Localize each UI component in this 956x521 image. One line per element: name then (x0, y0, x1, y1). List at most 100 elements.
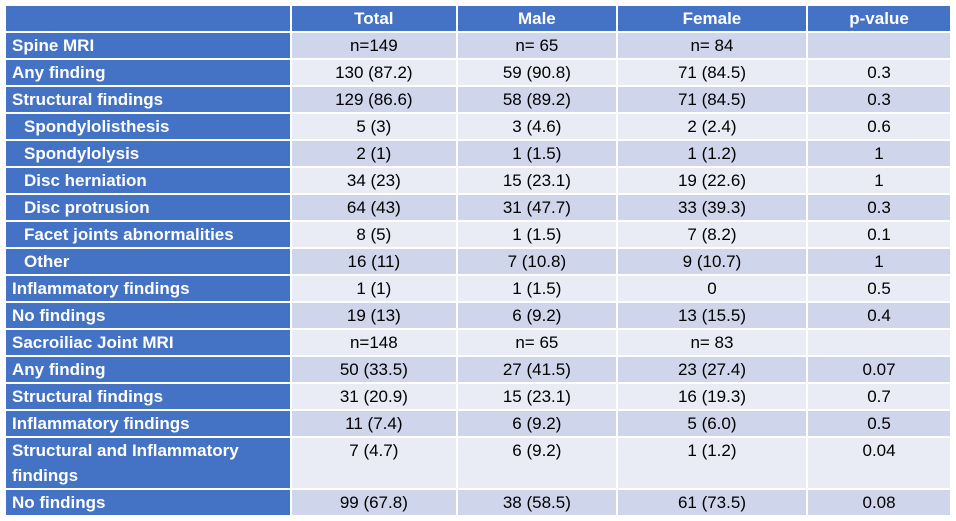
row-label: Disc protrusion (6, 195, 290, 220)
table-row: No findings 19 (13) 6 (9.2) 13 (15.5) 0.… (6, 303, 950, 328)
cell-male: 6 (9.2) (457, 303, 616, 328)
cell-p-value: 0.08 (808, 490, 950, 515)
cell-total: 129 (86.6) (291, 87, 456, 112)
cell-male: 3 (4.6) (457, 114, 616, 139)
cell-male: 58 (89.2) (457, 87, 616, 112)
cell-p-value: 0.6 (808, 114, 950, 139)
row-label: Spondylolysis (6, 141, 290, 166)
header-blank (6, 6, 290, 31)
table-row: Spondylolisthesis 5 (3) 3 (4.6) 2 (2.4) … (6, 114, 950, 139)
row-label: Any finding (6, 60, 290, 85)
cell-female: 1 (1.2) (617, 141, 807, 166)
cell-female: 0 (617, 276, 807, 301)
cell-female: 71 (84.5) (617, 60, 807, 85)
cell-male: 7 (10.8) (457, 249, 616, 274)
cell-female: 23 (27.4) (617, 357, 807, 382)
table-row: Inflammatory findings 1 (1) 1 (1.5) 0 0.… (6, 276, 950, 301)
results-table: Total Male Female p-value Spine MRI n=14… (4, 4, 952, 517)
cell-male: 6 (9.2) (457, 438, 616, 488)
row-label: Inflammatory findings (6, 411, 290, 436)
cell-p-value: 0.5 (808, 411, 950, 436)
cell-total: n=148 (291, 330, 456, 355)
row-label: Spondylolisthesis (6, 114, 290, 139)
header-total: Total (291, 6, 456, 31)
cell-total: 19 (13) (291, 303, 456, 328)
cell-p-value: 0.3 (808, 195, 950, 220)
row-label: Structural and Inflammatory findings (6, 438, 290, 488)
table-row: Facet joints abnormalities 8 (5) 1 (1.5)… (6, 222, 950, 247)
table-row: Sacroiliac Joint MRI n=148 n= 65 n= 83 (6, 330, 950, 355)
cell-p-value: 1 (808, 249, 950, 274)
cell-total: 34 (23) (291, 168, 456, 193)
cell-p-value: 1 (808, 141, 950, 166)
cell-p-value: 0.3 (808, 87, 950, 112)
row-label: Other (6, 249, 290, 274)
table-row: Inflammatory findings 11 (7.4) 6 (9.2) 5… (6, 411, 950, 436)
cell-female: n= 84 (617, 33, 807, 58)
cell-male: 38 (58.5) (457, 490, 616, 515)
row-label: Any finding (6, 357, 290, 382)
cell-female: 19 (22.6) (617, 168, 807, 193)
cell-male: n= 65 (457, 33, 616, 58)
cell-total: 99 (67.8) (291, 490, 456, 515)
cell-male: 15 (23.1) (457, 384, 616, 409)
cell-p-value: 1 (808, 168, 950, 193)
row-label: Inflammatory findings (6, 276, 290, 301)
table-row: Any finding 130 (87.2) 59 (90.8) 71 (84.… (6, 60, 950, 85)
cell-total: 64 (43) (291, 195, 456, 220)
cell-male: 6 (9.2) (457, 411, 616, 436)
cell-total: 31 (20.9) (291, 384, 456, 409)
cell-total: 16 (11) (291, 249, 456, 274)
table-row: Structural findings 31 (20.9) 15 (23.1) … (6, 384, 950, 409)
cell-female: 16 (19.3) (617, 384, 807, 409)
cell-p-value: 0.4 (808, 303, 950, 328)
table-row: Any finding 50 (33.5) 27 (41.5) 23 (27.4… (6, 357, 950, 382)
row-label: No findings (6, 303, 290, 328)
table-row: Structural findings 129 (86.6) 58 (89.2)… (6, 87, 950, 112)
table-row: Spine MRI n=149 n= 65 n= 84 (6, 33, 950, 58)
cell-total: 1 (1) (291, 276, 456, 301)
cell-total: 130 (87.2) (291, 60, 456, 85)
cell-female: 1 (1.2) (617, 438, 807, 488)
cell-total: 11 (7.4) (291, 411, 456, 436)
cell-p-value: 0.3 (808, 60, 950, 85)
table-row: Spondylolysis 2 (1) 1 (1.5) 1 (1.2) 1 (6, 141, 950, 166)
cell-male: 1 (1.5) (457, 276, 616, 301)
cell-p-value: 0.5 (808, 276, 950, 301)
row-label: No findings (6, 490, 290, 515)
row-label: Structural findings (6, 384, 290, 409)
cell-female: 9 (10.7) (617, 249, 807, 274)
row-label: Disc herniation (6, 168, 290, 193)
cell-p-value: 0.1 (808, 222, 950, 247)
table-row: Structural and Inflammatory findings 7 (… (6, 438, 950, 488)
table-row: No findings 99 (67.8) 38 (58.5) 61 (73.5… (6, 490, 950, 515)
cell-total: 7 (4.7) (291, 438, 456, 488)
table-row: Disc protrusion 64 (43) 31 (47.7) 33 (39… (6, 195, 950, 220)
table-row: Other 16 (11) 7 (10.8) 9 (10.7) 1 (6, 249, 950, 274)
cell-male: 1 (1.5) (457, 141, 616, 166)
cell-male: 59 (90.8) (457, 60, 616, 85)
header-p-value: p-value (808, 6, 950, 31)
cell-p-value: 0.04 (808, 438, 950, 488)
cell-p-value (808, 33, 950, 58)
cell-male: n= 65 (457, 330, 616, 355)
row-label: Structural findings (6, 87, 290, 112)
cell-female: 5 (6.0) (617, 411, 807, 436)
cell-p-value (808, 330, 950, 355)
cell-male: 15 (23.1) (457, 168, 616, 193)
table-row: Disc herniation 34 (23) 15 (23.1) 19 (22… (6, 168, 950, 193)
cell-female: 7 (8.2) (617, 222, 807, 247)
cell-male: 27 (41.5) (457, 357, 616, 382)
cell-female: n= 83 (617, 330, 807, 355)
header-female: Female (617, 6, 807, 31)
cell-female: 61 (73.5) (617, 490, 807, 515)
cell-p-value: 0.07 (808, 357, 950, 382)
cell-male: 31 (47.7) (457, 195, 616, 220)
cell-male: 1 (1.5) (457, 222, 616, 247)
row-label: Sacroiliac Joint MRI (6, 330, 290, 355)
cell-total: n=149 (291, 33, 456, 58)
cell-total: 50 (33.5) (291, 357, 456, 382)
cell-female: 2 (2.4) (617, 114, 807, 139)
cell-p-value: 0.7 (808, 384, 950, 409)
row-label: Spine MRI (6, 33, 290, 58)
